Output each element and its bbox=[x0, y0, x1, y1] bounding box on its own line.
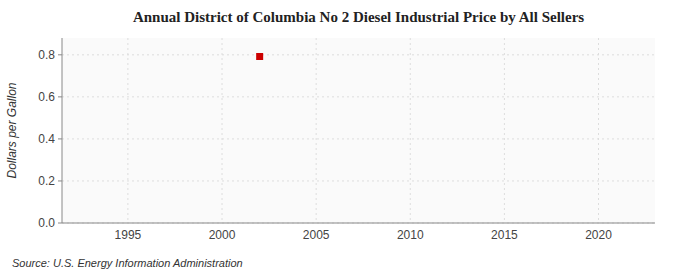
grid bbox=[62, 38, 655, 223]
y-grid-line bbox=[62, 96, 655, 97]
y-tick bbox=[58, 180, 62, 181]
y-tick bbox=[58, 96, 62, 97]
x-grid-line bbox=[222, 38, 223, 223]
source-note: Source: U.S. Energy Information Administ… bbox=[12, 257, 243, 269]
y-grid-line bbox=[62, 180, 655, 181]
background bbox=[0, 0, 675, 275]
y-tick-label: 0.4 bbox=[38, 132, 55, 146]
y-tick bbox=[58, 138, 62, 139]
chart-svg: 1995 2000 2005 2010 2015 2020 0.0 0.2 0.4 0.6 0.8 A… bbox=[0, 0, 675, 275]
x-grid-line bbox=[504, 38, 505, 223]
y-grid-line bbox=[62, 138, 655, 139]
x-axis-line bbox=[62, 223, 655, 224]
x-tick-label: 2005 bbox=[303, 228, 330, 242]
y-tick-label: 0.0 bbox=[38, 216, 55, 230]
axes: 1995 2000 2005 2010 2015 2020 0.0 0.2 0.4 0.6 0.8 bbox=[38, 38, 655, 242]
y-axis-line bbox=[62, 38, 63, 223]
x-tick-label: 1995 bbox=[115, 228, 142, 242]
x-grid-line bbox=[316, 38, 317, 223]
y-axis-label: Dollars per Gallon bbox=[5, 82, 19, 178]
x-tick-label: 2020 bbox=[585, 228, 612, 242]
y-tick bbox=[58, 223, 62, 224]
data-points bbox=[256, 53, 263, 60]
x-grid-line bbox=[410, 38, 411, 223]
y-tick-label: 0.2 bbox=[38, 174, 55, 188]
y-grid-line bbox=[62, 54, 655, 55]
x-grid-line bbox=[127, 38, 128, 223]
data-point bbox=[256, 53, 263, 60]
x-grid-line bbox=[598, 38, 599, 223]
chart-container: 1995 2000 2005 2010 2015 2020 0.0 0.2 0.4 0.6 0.8 A… bbox=[0, 0, 675, 275]
plot-area bbox=[62, 38, 655, 223]
x-tick-label: 2000 bbox=[209, 228, 236, 242]
x-tick-label: 2015 bbox=[491, 228, 518, 242]
y-tick-label: 0.6 bbox=[38, 90, 55, 104]
y-tick bbox=[58, 54, 62, 55]
x-tick-label: 2010 bbox=[397, 228, 424, 242]
y-grid-line bbox=[62, 223, 655, 224]
chart-title: Annual District of Columbia No 2 Diesel … bbox=[133, 9, 584, 25]
y-tick-label: 0.8 bbox=[38, 48, 55, 62]
